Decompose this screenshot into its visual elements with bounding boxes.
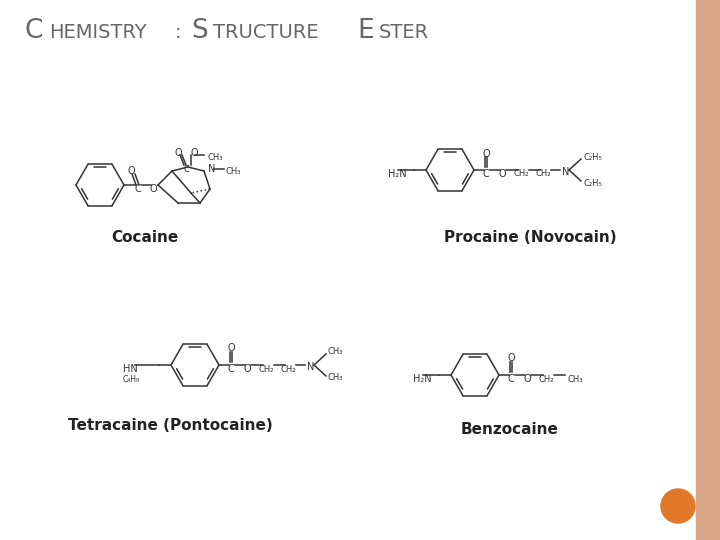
Text: CH₂: CH₂ (539, 375, 554, 383)
Text: C: C (228, 364, 235, 374)
Text: C: C (183, 165, 189, 173)
Text: O: O (523, 374, 531, 384)
Text: O: O (174, 148, 182, 158)
Text: C: C (482, 169, 490, 179)
Text: CH₂: CH₂ (258, 364, 274, 374)
Text: N: N (562, 167, 570, 177)
Text: Benzocaine: Benzocaine (461, 422, 559, 437)
Text: STER: STER (379, 23, 428, 42)
Text: O: O (127, 166, 135, 176)
Text: H₂N: H₂N (413, 374, 431, 384)
Text: N: N (208, 164, 215, 174)
Text: H₂N: H₂N (388, 169, 407, 179)
Text: TRUCTURE: TRUCTURE (212, 23, 325, 42)
Text: CH₃: CH₃ (328, 374, 343, 382)
Text: O: O (482, 149, 490, 159)
Text: C₂H₅: C₂H₅ (583, 152, 602, 161)
Text: C: C (25, 18, 43, 44)
Circle shape (661, 489, 695, 523)
Text: CH₃: CH₃ (328, 347, 343, 355)
Text: Cocaine: Cocaine (112, 231, 179, 246)
Text: O: O (507, 353, 515, 363)
Text: CH₃: CH₃ (208, 152, 223, 161)
Text: CH₂: CH₂ (513, 170, 528, 179)
Text: CH₂: CH₂ (280, 364, 296, 374)
Text: C₄H₉: C₄H₉ (123, 375, 140, 383)
Text: HEMISTRY: HEMISTRY (49, 23, 146, 42)
Text: O: O (228, 343, 235, 353)
Text: O: O (498, 169, 506, 179)
Text: CH₃: CH₃ (226, 167, 241, 177)
Text: HN: HN (123, 364, 138, 374)
Text: C: C (508, 374, 514, 384)
Text: CH₂: CH₂ (535, 170, 551, 179)
Text: :: : (175, 23, 187, 42)
Text: CH₃: CH₃ (568, 375, 583, 383)
Text: N: N (307, 362, 315, 372)
Text: Tetracaine (Pontocaine): Tetracaine (Pontocaine) (68, 417, 272, 433)
Text: C₂H₅: C₂H₅ (583, 179, 602, 187)
Text: O: O (149, 184, 157, 194)
Bar (696, 0, 720, 540)
Text: O: O (243, 364, 251, 374)
Text: C: C (135, 184, 141, 194)
Text: E: E (357, 18, 374, 44)
Text: O: O (190, 148, 198, 158)
Text: S: S (191, 18, 208, 44)
Text: Procaine (Novocain): Procaine (Novocain) (444, 231, 616, 246)
